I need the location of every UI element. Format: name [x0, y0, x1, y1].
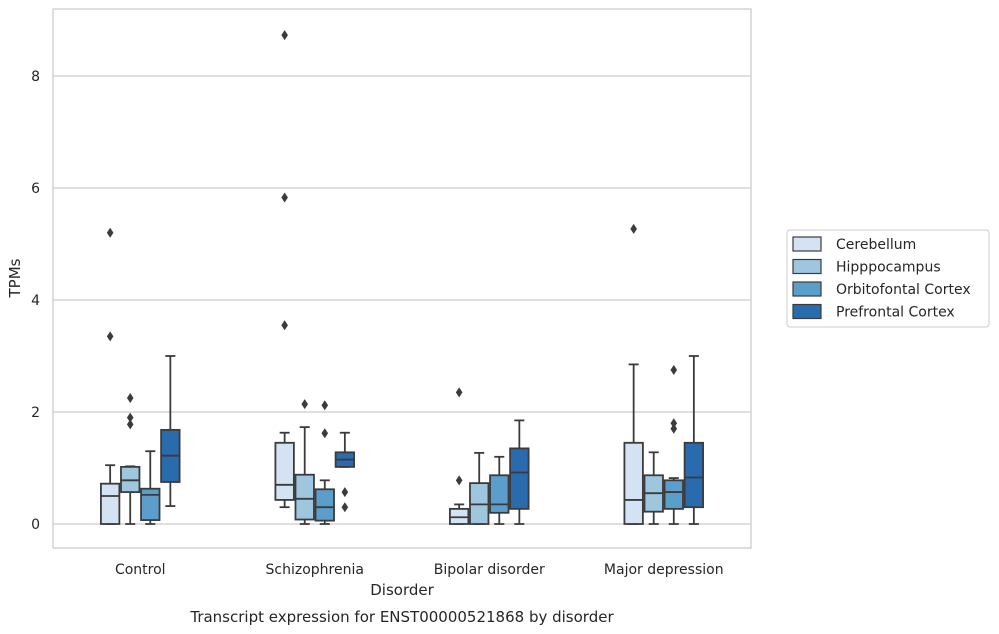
y-tick-label: 6	[31, 181, 40, 197]
outlier-point	[630, 223, 637, 234]
outlier-point	[126, 412, 134, 423]
box-body	[294, 473, 315, 521]
box-orbitofontal-cortex	[314, 400, 335, 525]
outlier-point	[670, 418, 678, 429]
plot-frame	[52, 8, 752, 549]
x-tick-label: Control	[115, 562, 166, 578]
box-body	[489, 474, 510, 514]
x-axis-label: Disorder	[370, 581, 434, 599]
box-body	[623, 441, 644, 525]
box-body	[140, 487, 161, 521]
legend-label: Orbitofontal Cortex	[836, 282, 971, 298]
outlier-point	[670, 423, 678, 434]
outlier-point	[341, 487, 349, 498]
y-tick-label: 8	[31, 69, 40, 85]
legend-swatch	[792, 281, 822, 297]
box-prefrontal-cortex	[509, 419, 530, 525]
outlier-point	[281, 192, 288, 203]
outlier-point	[281, 320, 288, 331]
box-prefrontal-cortex	[160, 355, 181, 507]
legend-label: Cerebellum	[836, 237, 916, 253]
outlier-point	[321, 428, 329, 439]
box-body	[509, 447, 530, 510]
box-cerebellum	[100, 227, 121, 525]
y-tick-labels: 0 2 4 6 8	[31, 69, 40, 533]
box-body	[274, 441, 295, 501]
box-body	[314, 488, 335, 522]
x-tick-label: Major depression	[604, 562, 724, 578]
legend-label: Prefrontal Cortex	[836, 305, 955, 321]
outlier-point	[455, 475, 463, 486]
box-cerebellum	[449, 387, 470, 525]
legend-swatch	[792, 236, 822, 252]
y-axis-label: TPMs	[6, 258, 24, 298]
outlier-point	[106, 331, 114, 342]
outlier-point	[301, 399, 309, 410]
grid-lines	[53, 75, 751, 525]
box-body	[100, 482, 121, 525]
box-body	[663, 479, 684, 510]
outlier-point	[341, 502, 349, 513]
box-orbitofontal-cortex	[489, 455, 510, 525]
legend-swatch	[792, 258, 822, 275]
box-hipppocampus	[643, 451, 664, 525]
legend-frame	[786, 229, 990, 328]
outlier-point	[455, 387, 463, 398]
outlier-point	[126, 419, 134, 430]
legend: Cerebellum Hipppocampus Orbitofontal Corte…	[786, 229, 990, 328]
legend-swatch	[792, 303, 822, 320]
box-hipppocampus	[294, 399, 315, 525]
box-body	[683, 441, 704, 509]
box-orbitofontal-cortex	[140, 450, 161, 525]
outlier-point	[281, 30, 288, 41]
box-prefrontal-cortex	[334, 431, 355, 513]
y-tick-label: 0	[31, 517, 40, 533]
box-cerebellum	[274, 30, 295, 509]
x-tick-label: Schizophrenia	[266, 562, 364, 578]
chart-caption: Transcript expression for ENST0000052186…	[189, 608, 614, 626]
outlier-point	[670, 365, 678, 375]
y-tick-label: 2	[31, 405, 40, 421]
y-tick-label: 4	[31, 293, 40, 309]
legend-label: Hipppocampus	[836, 260, 941, 276]
x-tick-labels: Control Schizophrenia Bipolar disorder Majo…	[115, 562, 724, 578]
box-orbitofontal-cortex	[663, 365, 684, 525]
x-tick-label: Bipolar disorder	[434, 562, 545, 578]
box-prefrontal-cortex	[683, 355, 704, 525]
outlier-point	[321, 400, 329, 411]
box-hipppocampus	[120, 393, 141, 525]
outlier-point	[126, 393, 134, 403]
outlier-point	[106, 227, 114, 238]
box-series	[100, 30, 704, 525]
box-hipppocampus	[469, 451, 490, 525]
box-cerebellum	[623, 223, 644, 525]
